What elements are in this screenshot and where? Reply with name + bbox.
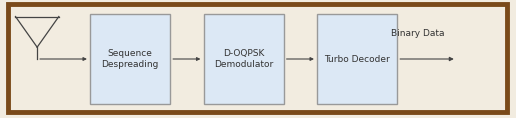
Text: Turbo Decoder: Turbo Decoder — [325, 55, 390, 63]
Text: Sequence
Despreading: Sequence Despreading — [102, 49, 159, 69]
Bar — [317, 14, 397, 104]
Bar — [90, 14, 170, 104]
Text: D-OQPSK
Demodulator: D-OQPSK Demodulator — [214, 49, 273, 69]
Bar — [204, 14, 284, 104]
Text: Binary Data: Binary Data — [391, 29, 445, 38]
